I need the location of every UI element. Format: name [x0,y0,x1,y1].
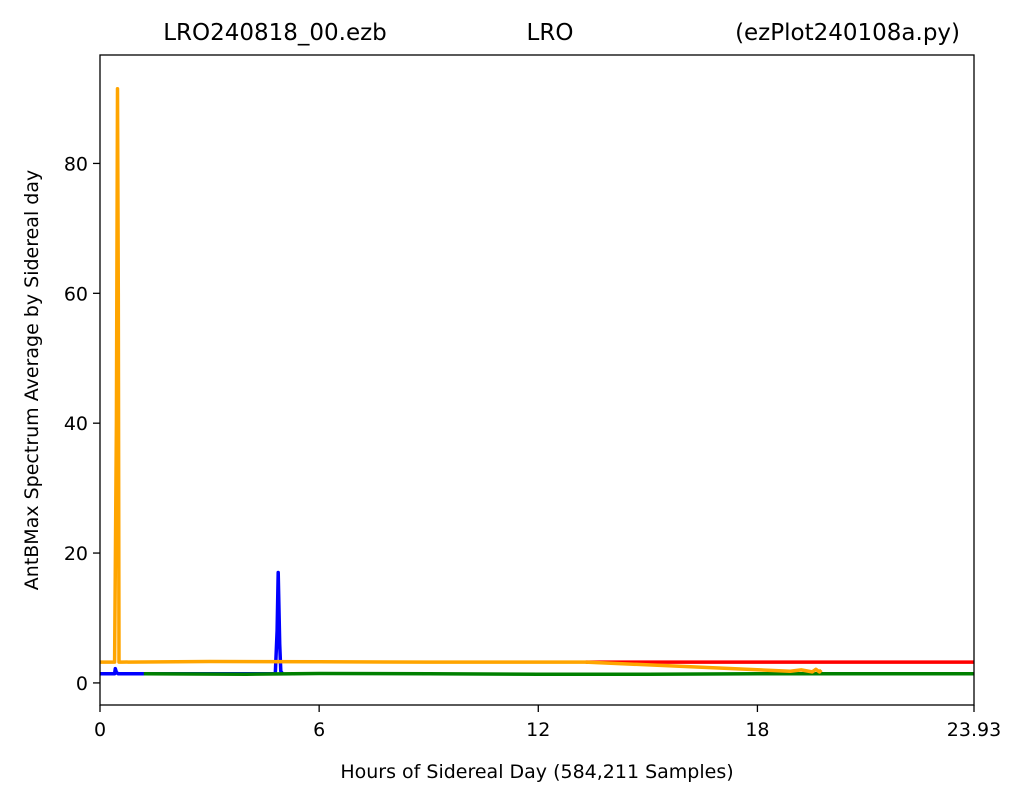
chart-title-right: (ezPlot240108a.py) [735,20,960,46]
x-tick-label: 12 [526,719,550,741]
y-tick-label: 0 [76,673,88,695]
series-line-3 [100,87,823,674]
chart-title-center: LRO [527,20,574,46]
y-tick-label: 80 [64,153,88,175]
plot-frame [99,54,975,706]
chart-title-left: LRO240818_00.ezb [163,20,387,46]
y-tick-label: 60 [64,283,88,305]
x-axis-label: Hours of Sidereal Day (584,211 Samples) [340,761,733,783]
series-line-2 [143,671,974,676]
y-tick-label: 20 [64,543,88,565]
y-axis-label: AntBMax Spectrum Average by Sidereal day [21,170,43,590]
tick-layer: 0 6 12 18 23.93 0 20 40 60 80 [64,153,1001,741]
x-tick-label: 6 [313,719,325,741]
x-tick-label: 18 [745,719,769,741]
y-tick-label: 40 [64,413,88,435]
x-tick-label: 23.93 [947,719,1001,741]
series-layer [100,87,974,676]
x-tick-label: 0 [94,719,106,741]
